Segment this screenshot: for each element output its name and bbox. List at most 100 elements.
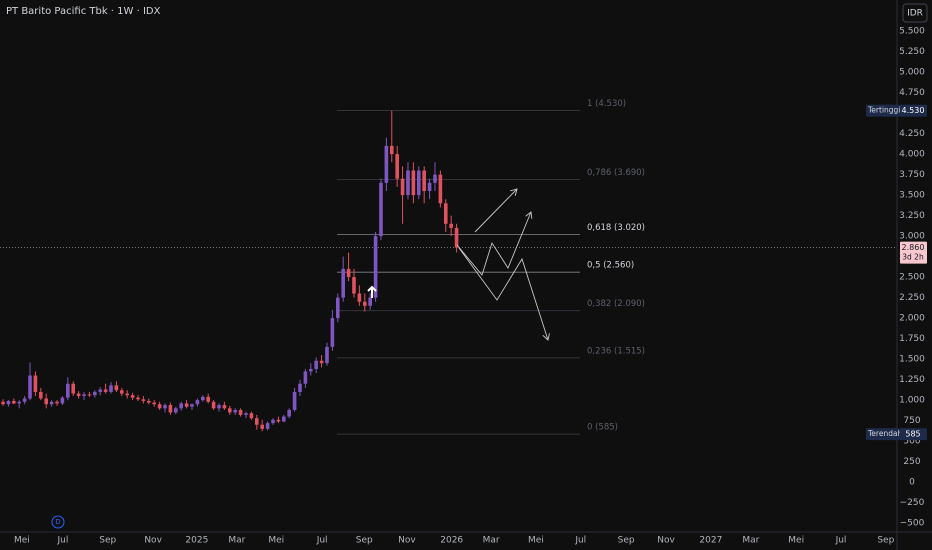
scenario-arrow bbox=[474, 189, 517, 233]
candle-body bbox=[384, 145, 389, 183]
candle-body bbox=[276, 419, 281, 422]
x-tick-label: Mar bbox=[742, 536, 759, 546]
y-tick-label: 5.500 bbox=[899, 27, 925, 37]
candle-body bbox=[184, 403, 189, 407]
y-tick-label: −500 bbox=[900, 519, 925, 529]
x-tick-label: Jul bbox=[57, 536, 69, 546]
last-price-box bbox=[900, 241, 927, 264]
signal-arrow bbox=[367, 285, 377, 298]
candle-body bbox=[260, 424, 264, 429]
candle-body bbox=[406, 170, 410, 196]
x-tick-label: Nov bbox=[144, 536, 162, 546]
candle-body bbox=[120, 390, 124, 394]
fib-level-label: 0,5 (2.560) bbox=[587, 261, 634, 271]
x-tick-label: Mei bbox=[14, 536, 30, 546]
candle-body bbox=[346, 268, 351, 278]
candle-body bbox=[147, 400, 151, 403]
currency-button[interactable] bbox=[902, 3, 928, 23]
candle-body bbox=[389, 145, 394, 155]
x-tick-label: Nov bbox=[657, 536, 675, 546]
candle-body bbox=[395, 154, 399, 179]
candle-body bbox=[55, 401, 59, 404]
candle-body bbox=[168, 405, 173, 413]
x-tick-label: 2025 bbox=[185, 536, 208, 546]
candle-body bbox=[217, 405, 221, 409]
y-tick-label: −250 bbox=[900, 498, 925, 508]
candle-body bbox=[44, 398, 49, 405]
plot-area: 1 (4.530) 0,786 (3.690) 0,618 (3.020) 0,5 (… bbox=[0, 99, 897, 435]
candle-body bbox=[400, 178, 405, 196]
y-tick-label: 1.500 bbox=[899, 355, 925, 365]
candle-body bbox=[125, 393, 130, 396]
candle-body bbox=[411, 170, 416, 196]
y-tick-label: 2.000 bbox=[899, 314, 925, 324]
y-tick-label: 3.500 bbox=[899, 191, 925, 201]
candle-body bbox=[422, 170, 426, 192]
candle-body bbox=[195, 400, 200, 405]
candle-body bbox=[76, 393, 81, 397]
candle-body bbox=[82, 394, 86, 397]
low-value: 585 bbox=[905, 430, 920, 439]
y-tick-label: 2.250 bbox=[899, 293, 925, 303]
high-value: 4.530 bbox=[902, 106, 925, 115]
drawings bbox=[456, 189, 548, 340]
candle-body bbox=[179, 403, 184, 409]
candle-body bbox=[341, 268, 345, 298]
currency-label[interactable]: IDR bbox=[907, 9, 923, 19]
candle-body bbox=[314, 360, 318, 369]
candle-body bbox=[368, 297, 372, 306]
candle-body bbox=[39, 391, 43, 399]
y-tick-label: 250 bbox=[903, 457, 920, 467]
candle-body bbox=[174, 408, 178, 413]
y-tick-label: 5.250 bbox=[899, 47, 925, 57]
x-tick-label: Nov bbox=[398, 536, 416, 546]
candle-body bbox=[157, 404, 162, 409]
candle-body bbox=[352, 277, 356, 294]
candle-body bbox=[130, 395, 135, 398]
fib-level-label: 0,618 (3.020) bbox=[587, 223, 645, 233]
candle-body bbox=[6, 400, 11, 405]
candle-body bbox=[443, 203, 448, 224]
x-tick-label: Sep bbox=[618, 536, 635, 546]
candle-body bbox=[93, 391, 97, 396]
last-price-countdown: 3d 2h bbox=[902, 253, 924, 262]
high-value-box bbox=[900, 104, 927, 117]
dividend-marker-label[interactable]: D bbox=[55, 518, 60, 526]
candle-body bbox=[271, 419, 275, 424]
y-tick-label: 3.000 bbox=[899, 232, 925, 242]
y-tick-label: 1.750 bbox=[899, 334, 925, 344]
fib-level-label: 0,786 (3.690) bbox=[587, 168, 645, 178]
candle-body bbox=[308, 368, 313, 372]
x-tick-label: Mei bbox=[528, 536, 544, 546]
candle-body bbox=[227, 408, 232, 413]
high-name-box bbox=[866, 104, 900, 117]
y-tick-label: 5.000 bbox=[899, 68, 925, 78]
candle-body bbox=[244, 413, 248, 415]
candle-body bbox=[60, 397, 65, 404]
candle-body bbox=[71, 383, 76, 394]
candle-body bbox=[141, 399, 146, 401]
low-name: Terendah bbox=[867, 429, 903, 438]
fib-level-label: 0,236 (1.515) bbox=[587, 346, 645, 356]
candle-body bbox=[190, 404, 194, 407]
fib-level-label: 1 (4.530) bbox=[587, 99, 626, 109]
candle-body bbox=[416, 170, 421, 196]
candle-body bbox=[33, 375, 38, 392]
candle-body bbox=[22, 398, 27, 402]
candle-body bbox=[454, 227, 459, 248]
candle-body bbox=[211, 401, 216, 409]
candle-body bbox=[319, 360, 324, 364]
y-tick-label: 1.000 bbox=[899, 396, 925, 406]
candle-body bbox=[12, 400, 16, 404]
candle-body bbox=[136, 397, 140, 400]
candle-body bbox=[98, 389, 103, 392]
x-tick-label: Sep bbox=[99, 536, 116, 546]
candle-body bbox=[114, 385, 119, 391]
candle-body bbox=[152, 402, 157, 405]
candle-body bbox=[265, 423, 270, 429]
dividend-marker[interactable] bbox=[51, 515, 65, 529]
candle-body bbox=[233, 409, 237, 413]
scenario-arrow bbox=[458, 247, 548, 340]
candle-body bbox=[433, 174, 437, 183]
